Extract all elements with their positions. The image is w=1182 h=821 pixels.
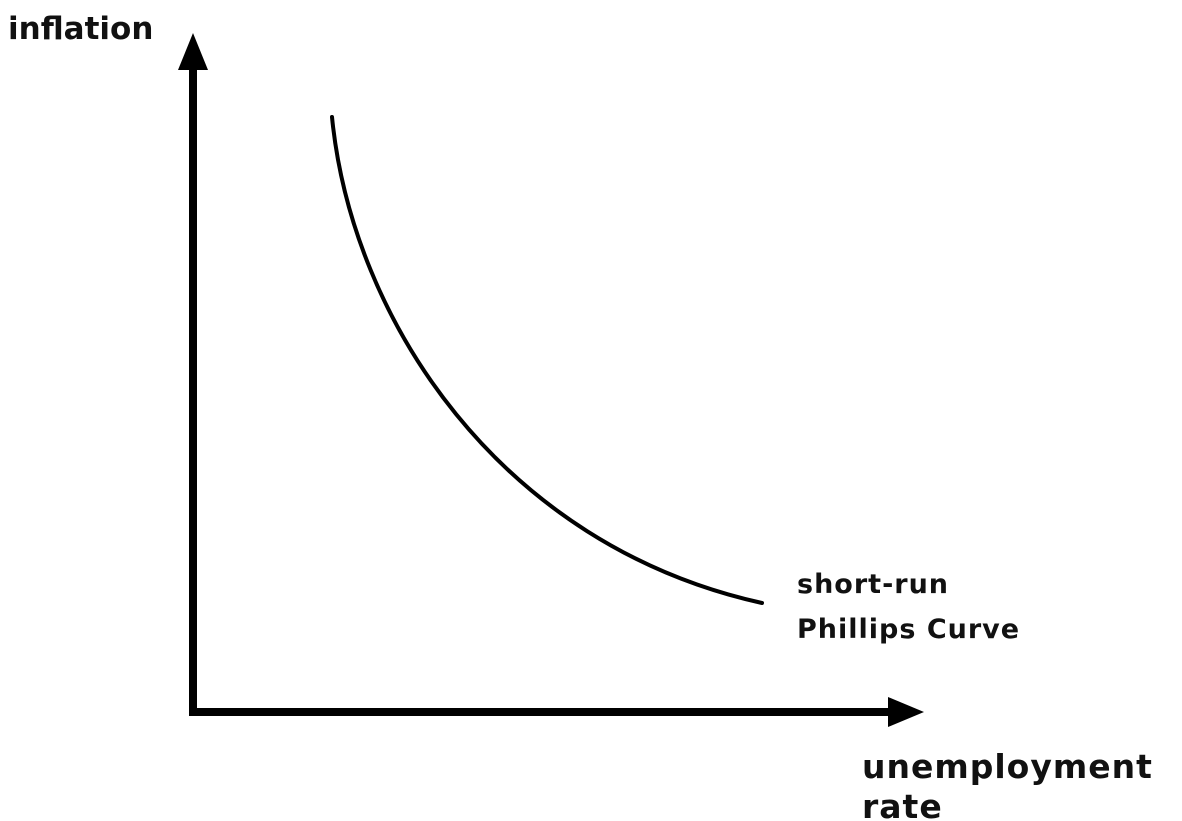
curve-label-line: Phillips Curve <box>797 614 1020 645</box>
phillips-curve <box>330 115 764 605</box>
x-axis-label-line: rate <box>862 787 943 821</box>
x-axis-label-line: unemployment <box>862 747 1153 786</box>
y-axis-arrow <box>178 33 208 70</box>
x-axis-arrow <box>888 697 924 727</box>
curve-label-line: short-run <box>797 569 949 600</box>
y-axis-label: inflation <box>8 11 153 47</box>
